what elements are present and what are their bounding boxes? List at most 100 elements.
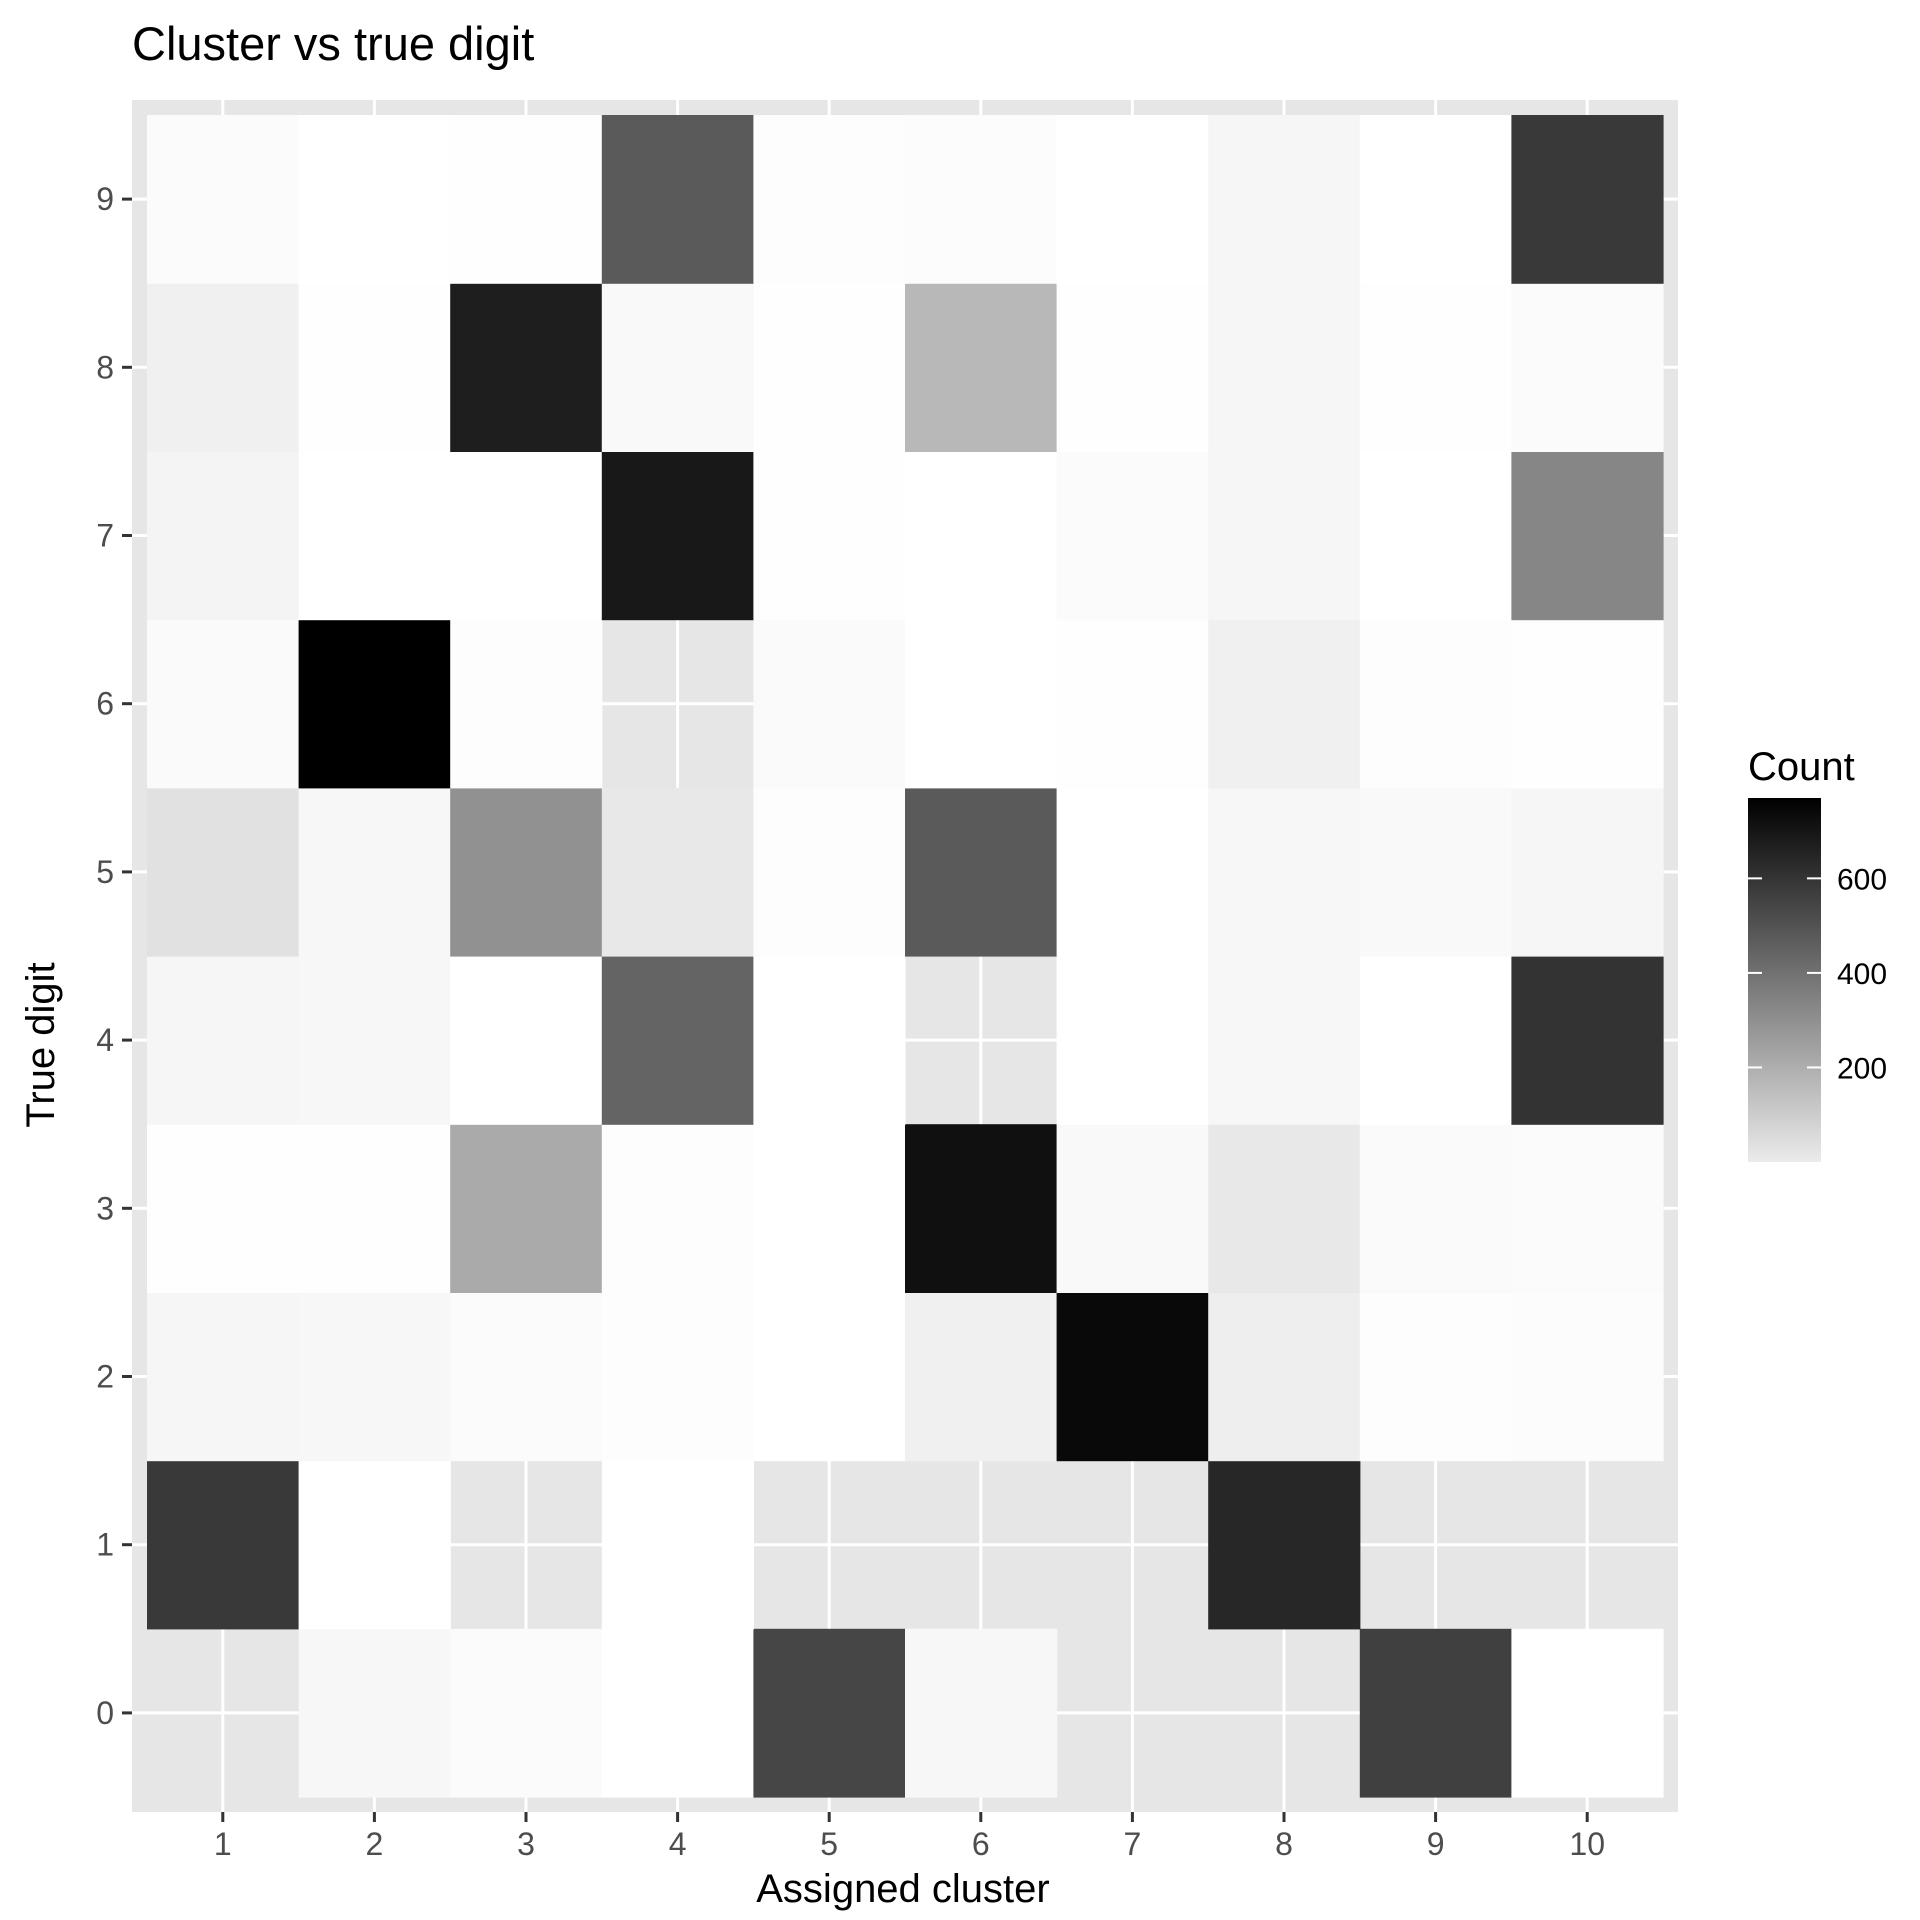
- heatmap-cell: [147, 1460, 300, 1630]
- heatmap-cell: [450, 787, 603, 957]
- x-axis-label: Assigned cluster: [756, 1867, 1049, 1911]
- y-tick-label: 4: [96, 1022, 114, 1058]
- y-tick-label: 3: [96, 1190, 114, 1226]
- heatmap-cell: [450, 1292, 603, 1462]
- heatmap-cell: [1056, 956, 1209, 1125]
- chart-title: Cluster vs true digit: [132, 17, 534, 70]
- heatmap-cell: [753, 1124, 906, 1293]
- heatmap-cell: [1056, 451, 1209, 621]
- heatmap-cell: [450, 283, 603, 452]
- heatmap-cell: [1208, 283, 1361, 452]
- heatmap-cell: [147, 283, 300, 452]
- colorbar-ticks: 200 400 600: [1748, 863, 1887, 1085]
- y-tick-label: 9: [96, 181, 114, 217]
- x-tick-label: 7: [1124, 1826, 1142, 1862]
- heatmap-cell: [1208, 1292, 1361, 1462]
- heatmap-cell: [298, 1628, 451, 1798]
- heatmap-cell: [147, 956, 300, 1125]
- heatmap-cell: [1511, 1292, 1664, 1462]
- heatmap-cell: [1208, 115, 1361, 284]
- heatmap-cell: [601, 283, 754, 452]
- heatmap-cell: [298, 283, 451, 452]
- colorbar-tick-label: 200: [1837, 1052, 1887, 1085]
- y-tick-label: 6: [96, 686, 114, 722]
- heatmap-cell: [450, 451, 603, 621]
- colorbar-tick-label: 400: [1837, 958, 1887, 991]
- heatmap-cell: [450, 956, 603, 1125]
- heatmap-cell: [1056, 1124, 1209, 1293]
- y-tick-label: 2: [96, 1359, 114, 1395]
- heatmap-cell: [753, 956, 906, 1125]
- heatmap-cell: [1208, 787, 1361, 957]
- heatmap-cell: [298, 1292, 451, 1462]
- heatmap-cell: [905, 619, 1058, 789]
- y-tick-label: 8: [96, 349, 114, 385]
- x-tick-label: 9: [1427, 1826, 1445, 1862]
- heatmap-cell: [1359, 787, 1512, 957]
- y-axis: 0 1 2 3 4 5 6 7 8 9: [96, 181, 132, 1731]
- heatmap-cell: [905, 1628, 1058, 1798]
- heatmap-cell: [298, 956, 451, 1125]
- colorbar-legend: Count 200 400 600: [1748, 745, 1887, 1162]
- heatmap-cell: [450, 1124, 603, 1293]
- heatmap-cells: [147, 115, 1664, 1798]
- heatmap-cell: [450, 115, 603, 284]
- y-tick-label: 0: [96, 1695, 114, 1731]
- heatmap-cell: [601, 787, 754, 957]
- heatmap-cell: [1511, 115, 1664, 284]
- heatmap-cell: [1359, 619, 1512, 789]
- plot-panel: [132, 100, 1678, 1812]
- heatmap-cell: [905, 283, 1058, 452]
- heatmap-cell: [1511, 451, 1664, 621]
- x-axis: 1 2 3 4 5 6 7 8 9 10: [214, 1812, 1605, 1862]
- colorbar-gradient: [1748, 798, 1821, 1162]
- heatmap-cell: [1056, 1292, 1209, 1462]
- heatmap-cell: [753, 1292, 906, 1462]
- heatmap-cell: [601, 1124, 754, 1293]
- y-axis-label: True digit: [19, 962, 63, 1127]
- heatmap-cell: [1359, 115, 1512, 284]
- heatmap-cell: [1359, 956, 1512, 1125]
- heatmap-cell: [147, 619, 300, 789]
- heatmap-cell: [298, 1124, 451, 1293]
- heatmap-cell: [147, 115, 300, 284]
- heatmap-cell: [298, 451, 451, 621]
- heatmap-cell: [298, 787, 451, 957]
- heatmap-cell: [1359, 1292, 1512, 1462]
- heatmap-cell: [1056, 283, 1209, 452]
- heatmap-cell: [1208, 956, 1361, 1125]
- heatmap-cell: [753, 787, 906, 957]
- x-tick-label: 5: [820, 1826, 838, 1862]
- heatmap-cell: [1208, 619, 1361, 789]
- x-tick-label: 2: [366, 1826, 384, 1862]
- heatmap-cell: [753, 283, 906, 452]
- heatmap-cell: [601, 956, 754, 1125]
- heatmap-cell: [1359, 451, 1512, 621]
- heatmap-cell: [1511, 1124, 1664, 1293]
- heatmap-cell: [147, 1292, 300, 1462]
- heatmap-cell: [601, 1628, 754, 1798]
- heatmap-cell: [1359, 1124, 1512, 1293]
- heatmap-cell: [1056, 787, 1209, 957]
- heatmap-cell: [450, 1628, 603, 1798]
- heatmap-cell: [905, 115, 1058, 284]
- heatmap-cell: [601, 451, 754, 621]
- x-tick-label: 8: [1275, 1826, 1293, 1862]
- heatmap-cell: [905, 787, 1058, 957]
- x-tick-label: 3: [517, 1826, 535, 1862]
- heatmap-cell: [1359, 283, 1512, 452]
- x-tick-label: 10: [1569, 1826, 1605, 1862]
- heatmap-cell: [753, 619, 906, 789]
- heatmap-cell: [601, 115, 754, 284]
- heatmap-cell: [1511, 1628, 1664, 1798]
- y-tick-label: 5: [96, 854, 114, 890]
- heatmap-cell: [1208, 1124, 1361, 1293]
- heatmap-cell: [1056, 115, 1209, 284]
- heatmap-cell: [601, 1292, 754, 1462]
- heatmap-cell: [1511, 787, 1664, 957]
- heatmap-cell: [298, 1460, 451, 1630]
- heatmap-cell: [753, 115, 906, 284]
- y-tick-label: 7: [96, 518, 114, 554]
- heatmap-cell: [1208, 1460, 1361, 1630]
